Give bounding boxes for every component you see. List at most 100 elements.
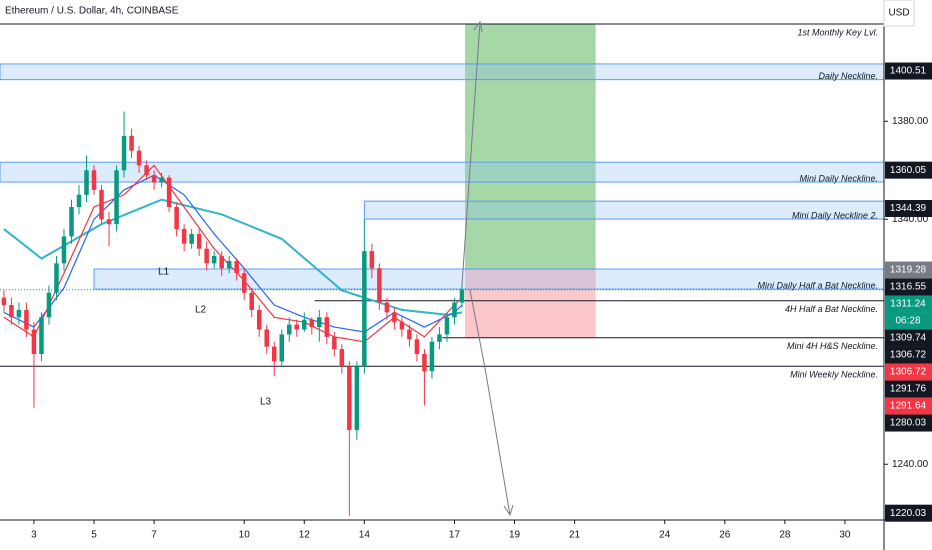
candle-body bbox=[369, 251, 375, 269]
price-tag bbox=[885, 504, 932, 522]
candle-body bbox=[392, 312, 397, 323]
price-tag bbox=[885, 397, 932, 415]
candle-body bbox=[339, 349, 345, 367]
x-tick-label: 24 bbox=[659, 530, 671, 541]
level-label: 4H Half a Bat Neckline. bbox=[785, 304, 878, 314]
candle-body bbox=[1, 297, 7, 306]
candle-body bbox=[99, 189, 104, 220]
candle-body bbox=[159, 177, 164, 183]
level-label: Mini 4H H&S Neckline. bbox=[787, 341, 878, 351]
candle-body bbox=[399, 322, 405, 330]
candle-body bbox=[241, 273, 247, 293]
candle-body bbox=[324, 317, 330, 337]
projection-arrow bbox=[469, 289, 486, 369]
candle-body bbox=[354, 366, 360, 430]
candle-body bbox=[136, 150, 142, 166]
candle-body bbox=[347, 366, 352, 430]
candle-body bbox=[121, 135, 127, 171]
candle-body bbox=[256, 309, 262, 330]
x-tick-label: 26 bbox=[719, 530, 731, 541]
overlay: L1 L2 L3 Ethereum / U.S. Dollar, 4h, COI… bbox=[5, 6, 878, 517]
price-tag bbox=[885, 295, 932, 313]
price-tag bbox=[885, 261, 932, 279]
candle-body bbox=[39, 317, 44, 355]
price-tag-label: 1319.28 bbox=[890, 265, 927, 276]
price-tag-label: 1311.24 bbox=[890, 299, 926, 310]
candle-body bbox=[129, 135, 134, 151]
candle-body bbox=[422, 354, 427, 372]
candle-body bbox=[16, 309, 22, 318]
candle-body bbox=[31, 329, 37, 355]
candle-body bbox=[309, 319, 315, 328]
candle-body bbox=[211, 256, 217, 264]
candle-body bbox=[429, 341, 435, 372]
price-tag-label: 1306.72 bbox=[890, 367, 927, 378]
candle-body bbox=[414, 339, 420, 355]
arrow-head bbox=[473, 20, 483, 33]
x-tick-label: 5 bbox=[91, 530, 97, 541]
candle-body bbox=[444, 317, 450, 335]
candle-body bbox=[196, 233, 202, 249]
candle-body bbox=[114, 170, 119, 225]
candle-body bbox=[151, 175, 157, 183]
price-tag bbox=[885, 380, 932, 398]
price-tag bbox=[885, 363, 932, 381]
candle-body bbox=[84, 170, 89, 195]
candle-body bbox=[459, 289, 465, 303]
price-tag-label: 1280.03 bbox=[890, 418, 927, 429]
x-tick-label: 14 bbox=[359, 530, 371, 541]
x-tick-label: 30 bbox=[839, 530, 851, 541]
candle-body bbox=[452, 302, 457, 318]
annotation: L1 bbox=[158, 267, 170, 278]
candle-body bbox=[317, 317, 322, 328]
candle-body bbox=[234, 260, 239, 274]
countdown-tag bbox=[885, 312, 932, 330]
candle-body bbox=[54, 263, 59, 293]
candle-body bbox=[226, 260, 232, 269]
price-tag bbox=[885, 200, 932, 218]
price-tag-label: 1306.72 bbox=[890, 350, 927, 361]
y-tick-label: 1240.00 bbox=[892, 459, 929, 470]
candle-body bbox=[332, 336, 337, 350]
x-tick-label: 17 bbox=[449, 530, 461, 541]
projection-arrow bbox=[461, 21, 481, 286]
level-band bbox=[0, 63, 885, 81]
x-tick-label: 28 bbox=[779, 530, 791, 541]
candle-body bbox=[249, 292, 254, 310]
x-tick-label: 7 bbox=[151, 530, 157, 541]
countdown: 06:28 bbox=[895, 316, 920, 327]
price-tag bbox=[885, 346, 932, 364]
price-tag-label: 1316.55 bbox=[890, 282, 927, 293]
candle-body bbox=[279, 334, 285, 362]
candle-body bbox=[384, 302, 390, 313]
target-zone bbox=[464, 24, 596, 271]
x-tick-label: 10 bbox=[239, 530, 251, 541]
level-label: Mini Daily Half a Bat Neckline. bbox=[757, 280, 878, 290]
candle-body bbox=[46, 292, 52, 318]
candle-body bbox=[69, 207, 74, 237]
price-tag bbox=[885, 62, 932, 80]
price-tag bbox=[885, 329, 932, 347]
level-label: 1st Monthly Key Lvl. bbox=[797, 27, 878, 37]
level-band bbox=[0, 161, 885, 183]
y-tick-label: 1340.00 bbox=[892, 214, 929, 225]
price-tag-label: 1291.64 bbox=[890, 401, 927, 412]
candle-body bbox=[407, 329, 412, 340]
price-tag-label: 1344.39 bbox=[890, 203, 927, 214]
price-tag-label: 1309.74 bbox=[890, 333, 927, 344]
price-tag-label: 1291.76 bbox=[890, 384, 927, 395]
candle-body bbox=[219, 256, 224, 269]
arrow-head bbox=[503, 504, 514, 517]
candle-body bbox=[437, 334, 442, 342]
candle-body bbox=[264, 329, 269, 347]
level-label: Daily Neckline. bbox=[818, 71, 878, 81]
x-tick-label: 21 bbox=[569, 530, 581, 541]
candle-body bbox=[166, 177, 172, 208]
candle-body bbox=[302, 319, 307, 330]
candle-body bbox=[271, 346, 277, 362]
candle-body bbox=[61, 236, 67, 264]
x-tick-label: 3 bbox=[31, 530, 37, 541]
currency-box[interactable] bbox=[883, 0, 915, 27]
